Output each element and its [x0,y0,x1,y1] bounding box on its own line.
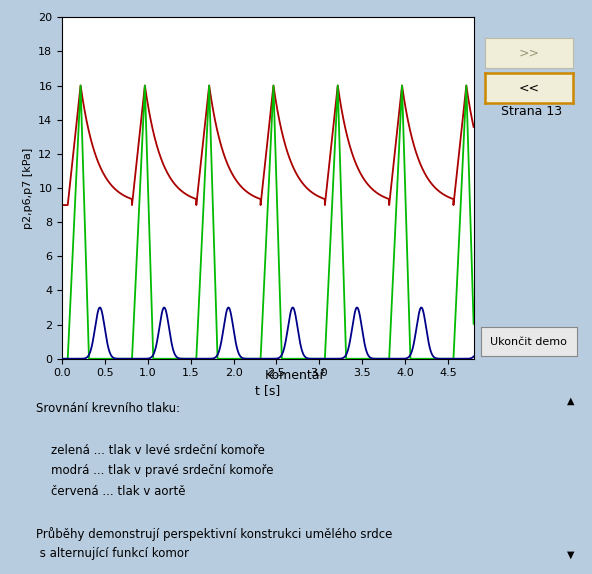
Y-axis label: p2,p6,p7 [kPa]: p2,p6,p7 [kPa] [22,148,33,228]
Text: Ukončit demo: Ukončit demo [490,336,567,347]
Text: Průběhy demonstrují perspektivní konstrukci umělého srdce: Průběhy demonstrují perspektivní konstru… [36,527,392,541]
Text: Strana 13: Strana 13 [501,105,562,118]
Text: zelená ... tlak v levé srdeční komoře: zelená ... tlak v levé srdeční komoře [36,444,265,456]
Text: >>: >> [519,46,540,59]
Text: ▲: ▲ [567,395,574,406]
Text: modrá ... tlak v pravé srdeční komoře: modrá ... tlak v pravé srdeční komoře [36,464,274,478]
Text: ▼: ▼ [567,549,574,560]
Text: <<: << [519,82,540,95]
Text: Komentář: Komentář [265,369,326,382]
Text: s alternující funkcí komor: s alternující funkcí komor [36,548,189,560]
X-axis label: t [s]: t [s] [255,384,281,397]
Text: červená ... tlak v aortě: červená ... tlak v aortě [36,485,186,498]
Text: Srovnání krevního tlaku:: Srovnání krevního tlaku: [36,402,181,415]
